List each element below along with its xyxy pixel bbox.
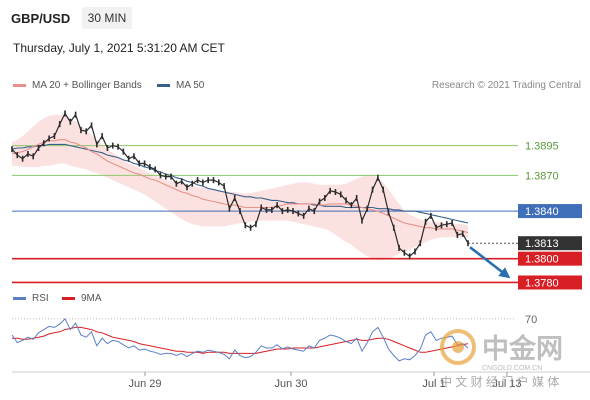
bollinger-bands — [12, 114, 468, 260]
level-label-1.3870: 1.3870 — [525, 170, 559, 182]
watermark-domain: CNGOLD.COM.CN — [482, 365, 542, 372]
time-axis: Jun 29 Jun 30 Jul 1 Jul 13 — [12, 371, 590, 390]
level-label-1.3840: 1.3840 — [525, 206, 559, 218]
chart-header: GBP/USD 30 MIN — [0, 0, 590, 34]
legend-rsi-ma9: 9MA — [62, 293, 102, 304]
legend-rsi-ma9-swatch — [62, 297, 75, 300]
level-tag-1.3780 — [518, 275, 582, 290]
legend-ma20-bollinger: MA 20 + Bollinger Bands — [13, 80, 142, 91]
bollinger-band-fill — [12, 114, 468, 260]
legend-rsi-swatch — [13, 297, 26, 300]
level-labels: 1.3895 1.3870 1.3840 1.3813 1.3800 1.3780 — [518, 141, 582, 290]
level-label-1.3780: 1.3780 — [525, 277, 559, 289]
rsi-level-label: 70 — [525, 314, 537, 326]
level-tag-1.3840 — [518, 204, 582, 219]
legend-rsi: RSI — [13, 293, 49, 304]
legend-ma50-label: MA 50 — [176, 80, 205, 91]
legend-rsi-label: RSI — [32, 293, 49, 304]
legend-ma50: MA 50 — [157, 80, 204, 91]
watermark-logo-icon — [440, 329, 476, 365]
legend-ma50-swatch — [157, 84, 170, 87]
watermark-slogan: 中 文 财 经 门 户 媒 体 — [440, 374, 559, 389]
timeframe-badge[interactable]: 30 MIN — [82, 7, 132, 29]
rsi-panel: 70 — [11, 314, 537, 362]
research-credit: Research © 2021 Trading Central — [431, 80, 581, 91]
level-label-1.3813: 1.3813 — [525, 238, 559, 250]
level-label-1.3800: 1.3800 — [525, 254, 559, 266]
level-label-1.3895: 1.3895 — [525, 141, 559, 153]
legend-rsi-ma9-label: 9MA — [81, 293, 102, 304]
watermark-logo-dot-icon — [452, 341, 464, 353]
legend-ma20-label: MA 20 + Bollinger Bands — [32, 80, 142, 91]
watermark: 中金网 CNGOLD.COM.CN 中 文 财 经 门 户 媒 体 — [440, 329, 563, 389]
watermark-name: 中金网 — [482, 333, 563, 364]
x-tick-label: Jun 29 — [128, 378, 161, 390]
level-tag-1.3800 — [518, 251, 582, 266]
level-tag-1.3813 — [518, 236, 582, 251]
x-tick-label: Jul 1 — [422, 378, 445, 390]
price-series — [11, 110, 511, 279]
legend-ma20-swatch — [13, 84, 26, 87]
symbol-title: GBP/USD — [11, 11, 71, 26]
x-tick-label: Jun 30 — [274, 378, 307, 390]
ma20-line — [11, 139, 469, 234]
x-tick-label: Jul 13 — [492, 378, 521, 390]
chart-datetime: Thursday, July 1, 2021 5:31:20 AM CET — [13, 41, 225, 55]
rsi-line — [11, 317, 469, 362]
forecast-arrow-head-icon — [498, 267, 511, 279]
rsi-ma9-line — [12, 326, 469, 354]
